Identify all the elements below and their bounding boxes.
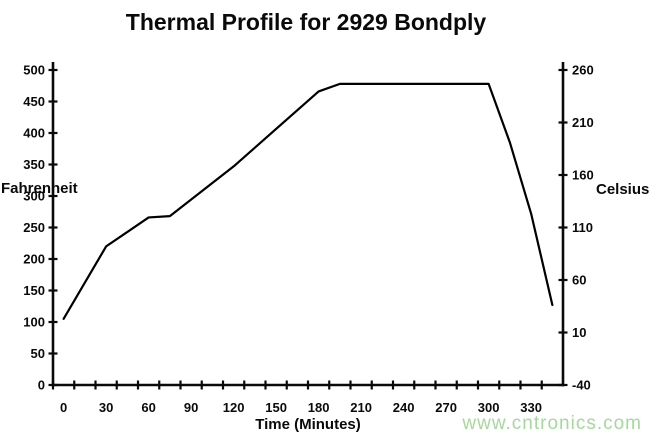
right-axis-tick-label: -40 xyxy=(572,378,591,393)
x-axis-tick-label: 270 xyxy=(435,400,457,415)
left-axis-tick-label: 300 xyxy=(23,189,45,204)
left-axis-tick-label: 250 xyxy=(23,220,45,235)
left-axis-tick-label: 50 xyxy=(31,346,45,361)
x-axis-tick-label: 120 xyxy=(223,400,245,415)
right-axis-tick-label: 160 xyxy=(572,168,594,183)
thermal-profile-line xyxy=(62,82,554,320)
right-axis-tick-label: 110 xyxy=(572,220,593,235)
left-axis-tick-label: 400 xyxy=(23,126,45,141)
left-axis-tick-label: 200 xyxy=(23,252,45,267)
right-axis-title: Celsius xyxy=(596,181,650,198)
left-axis-tick-label: 100 xyxy=(23,315,45,330)
x-axis-tick-label: 150 xyxy=(265,400,287,415)
left-axis-tick-label: 150 xyxy=(23,283,45,298)
x-axis-tick-label: 240 xyxy=(393,400,415,415)
x-axis-tick-label: 330 xyxy=(520,400,542,415)
left-axis-tick-label: 0 xyxy=(38,378,45,393)
left-axis-tick-label: 450 xyxy=(23,94,45,109)
x-axis-title: Time (Minutes) xyxy=(255,416,361,433)
left-axis-title: Fahrenheit xyxy=(1,180,78,197)
x-axis-tick-label: 60 xyxy=(141,400,155,415)
right-axis-tick-label: 210 xyxy=(572,115,594,130)
x-axis-tick-label: 0 xyxy=(60,400,67,415)
x-axis-tick-label: 90 xyxy=(184,400,198,415)
right-axis-tick-label: 60 xyxy=(572,273,586,288)
left-axis-tick-label: 350 xyxy=(23,157,45,172)
right-axis-tick-label: 10 xyxy=(572,325,586,340)
x-axis-tick-label: 300 xyxy=(478,400,500,415)
x-axis-tick-label: 180 xyxy=(308,400,330,415)
left-axis-tick-label: 500 xyxy=(23,63,45,78)
x-axis-tick-label: 30 xyxy=(99,400,113,415)
x-axis-tick-label: 210 xyxy=(350,400,372,415)
chart-title: Thermal Profile for 2929 Bondply xyxy=(125,9,487,35)
watermark-text: www.cntronics.com xyxy=(462,413,642,434)
right-axis-tick-label: 260 xyxy=(572,63,594,78)
